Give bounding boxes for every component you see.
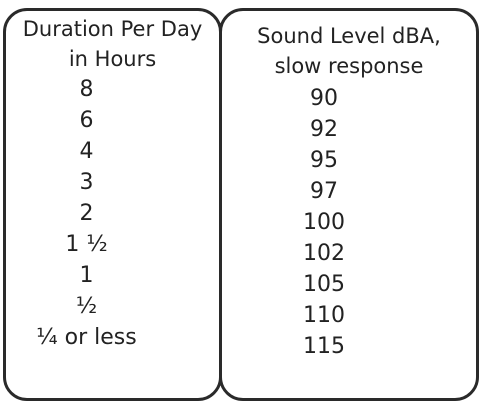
duration-value: 1 — [79, 263, 94, 288]
sound-level-value: 105 — [303, 272, 345, 297]
duration-value: ¼ or less — [36, 325, 137, 350]
duration-value: ½ — [75, 294, 98, 319]
duration-value: 8 — [79, 77, 94, 102]
sound-level-value: 115 — [303, 334, 345, 359]
sound-level-value: 100 — [303, 210, 345, 235]
sound-level-header-line2: slow response — [274, 54, 424, 78]
duration-value: 6 — [79, 108, 94, 133]
sound-level-header: Sound Level dBA, slow response — [222, 21, 476, 81]
duration-header-line1: Duration Per Day — [22, 17, 203, 41]
duration-list: 8 6 4 3 2 1 ½ 1 ½ ¼ or less — [0, 74, 193, 353]
duration-header: Duration Per Day in Hours — [6, 14, 219, 74]
sound-level-value: 95 — [310, 148, 338, 173]
duration-value: 1 ½ — [65, 232, 108, 257]
sound-level-header-line1: Sound Level dBA, — [257, 24, 441, 48]
sound-level-value: 90 — [310, 86, 338, 111]
sound-level-value: 92 — [310, 117, 338, 142]
duration-value: 4 — [79, 139, 94, 164]
sound-level-list: 90 92 95 97 100 102 105 110 115 — [197, 83, 451, 362]
sound-level-value: 110 — [303, 303, 345, 328]
duration-value: 2 — [79, 201, 94, 226]
duration-value: 3 — [79, 170, 94, 195]
sound-level-column: Sound Level dBA, slow response 90 92 95 … — [219, 8, 479, 401]
sound-level-value: 102 — [303, 241, 345, 266]
duration-column: Duration Per Day in Hours 8 6 4 3 2 1 ½ … — [3, 8, 222, 401]
sound-level-value: 97 — [310, 179, 338, 204]
duration-header-line2: in Hours — [68, 47, 157, 71]
